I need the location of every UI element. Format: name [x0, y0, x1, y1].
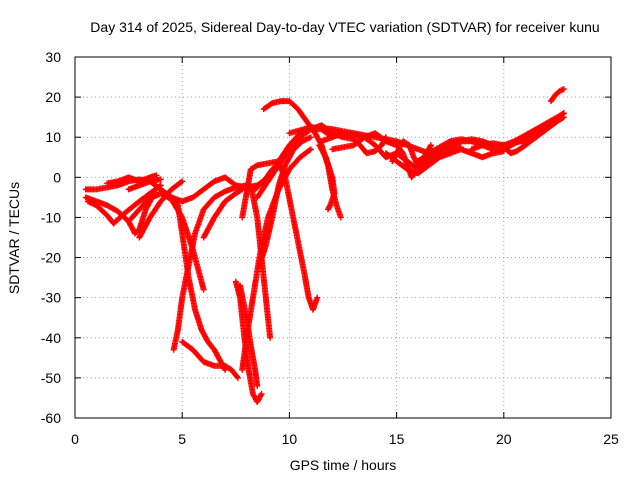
data-point — [337, 214, 344, 221]
x-tick-label: 15 — [389, 431, 405, 447]
series-arc-21 — [316, 142, 338, 213]
series-arc-7 — [170, 182, 250, 353]
x-axis-label: GPS time / hours — [290, 457, 397, 473]
grid — [75, 57, 611, 418]
x-tick-label: 25 — [603, 431, 619, 447]
data-point — [559, 110, 566, 117]
data-point — [157, 176, 164, 183]
plot-frame — [74, 56, 612, 419]
data-point — [307, 146, 314, 153]
axis-ticks — [74, 56, 612, 419]
data-point — [179, 178, 186, 185]
x-tick-label: 5 — [178, 431, 186, 447]
data-point — [239, 186, 246, 193]
y-tick-label: -30 — [41, 290, 61, 306]
x-tick-label: 10 — [282, 431, 298, 447]
series-arc-3 — [84, 182, 164, 227]
data-point — [258, 390, 265, 397]
x-tick-label: 20 — [496, 431, 512, 447]
y-axis-label: SDTVAR / TECUs — [6, 182, 22, 294]
y-tick-label: 20 — [45, 89, 61, 105]
y-tick-label: 0 — [53, 169, 61, 185]
data-point — [306, 147, 313, 154]
y-tick-label: -40 — [41, 330, 61, 346]
y-tick-label: 30 — [45, 49, 61, 65]
chart-title: Day 314 of 2025, Sidereal Day-to-day VTE… — [90, 19, 599, 35]
data-point — [157, 182, 164, 189]
data-point — [234, 374, 241, 381]
series-arc-19 — [256, 134, 314, 269]
data-point — [178, 179, 185, 186]
y-tick-labels: -60 -50 -40 -30 -20 -10 0 10 20 30 — [41, 49, 61, 426]
data-point — [324, 206, 331, 213]
x-tick-label: 0 — [71, 431, 79, 447]
series-arc-10 — [136, 178, 186, 241]
series-arc-8 — [174, 202, 229, 373]
plot-area — [82, 86, 567, 405]
data-point — [314, 294, 321, 301]
data-point — [427, 142, 434, 149]
series-arc-31 — [547, 86, 567, 105]
y-tick-label: 10 — [45, 129, 61, 145]
data-point — [267, 334, 274, 341]
series-arc-25 — [382, 146, 507, 177]
data-point — [156, 183, 163, 190]
y-tick-label: -10 — [41, 209, 61, 225]
y-tick-label: -50 — [41, 370, 61, 386]
y-tick-label: -20 — [41, 250, 61, 266]
x-tick-labels: 0 5 10 15 20 25 — [71, 431, 619, 447]
data-point — [307, 134, 314, 141]
data-point — [237, 187, 244, 194]
data-point — [254, 382, 261, 389]
data-point — [200, 286, 207, 293]
series-arc-9 — [179, 338, 241, 381]
series-arc-5 — [125, 176, 164, 193]
data-point — [560, 110, 567, 117]
series-arc-33 — [350, 134, 389, 157]
series-arc-32 — [389, 138, 434, 169]
series-arc-11 — [200, 186, 246, 241]
data-point — [560, 86, 567, 93]
series-arc-30 — [511, 110, 567, 145]
data-point — [382, 134, 389, 141]
data-point — [234, 373, 241, 380]
data-point — [252, 163, 259, 170]
series-arc-17 — [252, 160, 321, 313]
y-tick-label: -60 — [41, 410, 61, 426]
